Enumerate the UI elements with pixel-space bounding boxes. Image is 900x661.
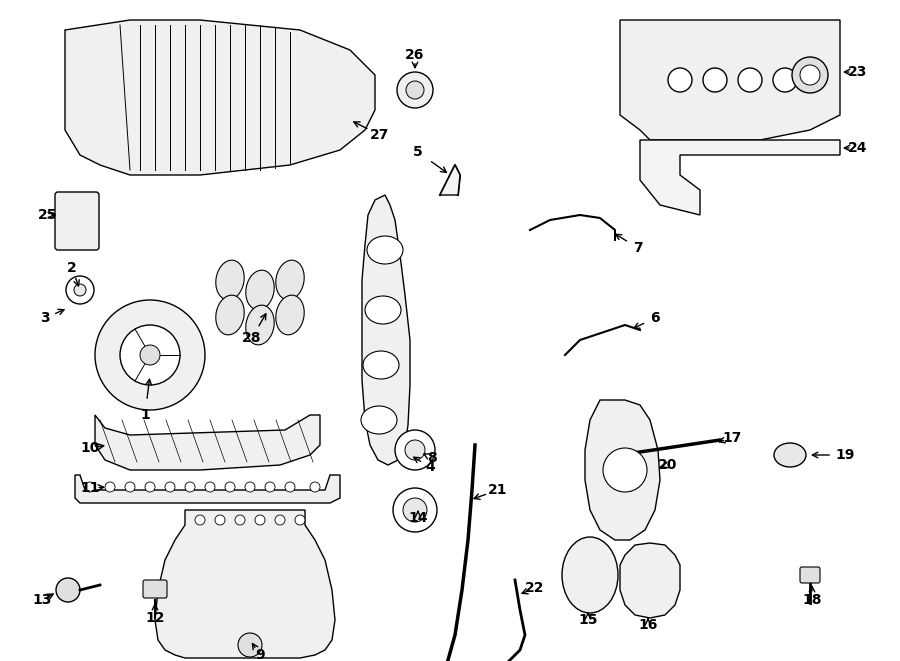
Text: 2: 2 [68, 261, 76, 275]
Polygon shape [620, 543, 680, 618]
Circle shape [215, 515, 225, 525]
Circle shape [205, 482, 215, 492]
FancyBboxPatch shape [55, 192, 99, 250]
Polygon shape [362, 195, 410, 465]
Circle shape [245, 482, 255, 492]
Circle shape [310, 482, 320, 492]
Circle shape [255, 515, 265, 525]
Circle shape [395, 430, 435, 470]
FancyBboxPatch shape [143, 580, 167, 598]
Circle shape [125, 482, 135, 492]
Text: 16: 16 [638, 618, 658, 632]
Circle shape [74, 284, 86, 296]
Text: 22: 22 [526, 581, 544, 595]
Ellipse shape [216, 260, 244, 300]
Circle shape [603, 448, 647, 492]
Text: 9: 9 [256, 648, 265, 661]
Ellipse shape [216, 295, 244, 335]
Circle shape [140, 345, 160, 365]
Circle shape [85, 482, 95, 492]
Text: 4: 4 [425, 460, 435, 474]
Circle shape [56, 578, 80, 602]
Circle shape [225, 482, 235, 492]
Text: 7: 7 [634, 241, 643, 255]
Circle shape [406, 81, 424, 99]
Polygon shape [640, 140, 840, 215]
Circle shape [738, 68, 762, 92]
FancyBboxPatch shape [800, 567, 820, 583]
Ellipse shape [246, 305, 274, 345]
Circle shape [105, 482, 115, 492]
Text: 8: 8 [428, 451, 436, 465]
Text: 19: 19 [835, 448, 855, 462]
Text: 21: 21 [488, 483, 508, 497]
Polygon shape [65, 20, 375, 175]
Text: 6: 6 [650, 311, 660, 325]
Circle shape [185, 482, 195, 492]
Circle shape [238, 633, 262, 657]
Text: 5: 5 [413, 145, 423, 159]
Circle shape [235, 515, 245, 525]
Circle shape [165, 482, 175, 492]
Polygon shape [155, 510, 335, 658]
Polygon shape [585, 400, 660, 540]
Text: 12: 12 [145, 611, 165, 625]
Text: 27: 27 [370, 128, 390, 142]
Circle shape [773, 68, 797, 92]
Polygon shape [95, 415, 320, 470]
Circle shape [295, 515, 305, 525]
Polygon shape [75, 475, 340, 503]
Text: 17: 17 [723, 431, 742, 445]
Circle shape [668, 68, 692, 92]
Circle shape [275, 515, 285, 525]
Text: 10: 10 [80, 441, 100, 455]
Circle shape [393, 488, 437, 532]
Circle shape [792, 57, 828, 93]
Ellipse shape [365, 296, 401, 324]
Circle shape [403, 498, 427, 522]
Text: 18: 18 [802, 593, 822, 607]
Circle shape [285, 482, 295, 492]
Ellipse shape [275, 260, 304, 300]
Polygon shape [440, 165, 460, 195]
Text: 11: 11 [80, 481, 100, 495]
Circle shape [265, 482, 275, 492]
Circle shape [800, 65, 820, 85]
Text: 3: 3 [40, 311, 50, 325]
Ellipse shape [275, 295, 304, 335]
Ellipse shape [246, 270, 274, 310]
Text: 25: 25 [38, 208, 58, 222]
Polygon shape [620, 20, 840, 140]
Text: 26: 26 [405, 48, 425, 62]
Text: 23: 23 [849, 65, 868, 79]
Ellipse shape [367, 236, 403, 264]
Circle shape [397, 72, 433, 108]
Text: 28: 28 [242, 331, 262, 345]
Ellipse shape [361, 406, 397, 434]
Circle shape [145, 482, 155, 492]
Circle shape [405, 440, 425, 460]
Text: 13: 13 [32, 593, 51, 607]
Circle shape [95, 300, 205, 410]
Text: 1: 1 [140, 408, 150, 422]
Ellipse shape [363, 351, 399, 379]
Circle shape [66, 276, 94, 304]
Ellipse shape [774, 443, 806, 467]
Circle shape [703, 68, 727, 92]
Circle shape [195, 515, 205, 525]
Text: 20: 20 [658, 458, 678, 472]
Text: 15: 15 [578, 613, 598, 627]
Ellipse shape [562, 537, 618, 613]
Circle shape [120, 325, 180, 385]
Text: 24: 24 [848, 141, 868, 155]
Text: 14: 14 [409, 511, 428, 525]
